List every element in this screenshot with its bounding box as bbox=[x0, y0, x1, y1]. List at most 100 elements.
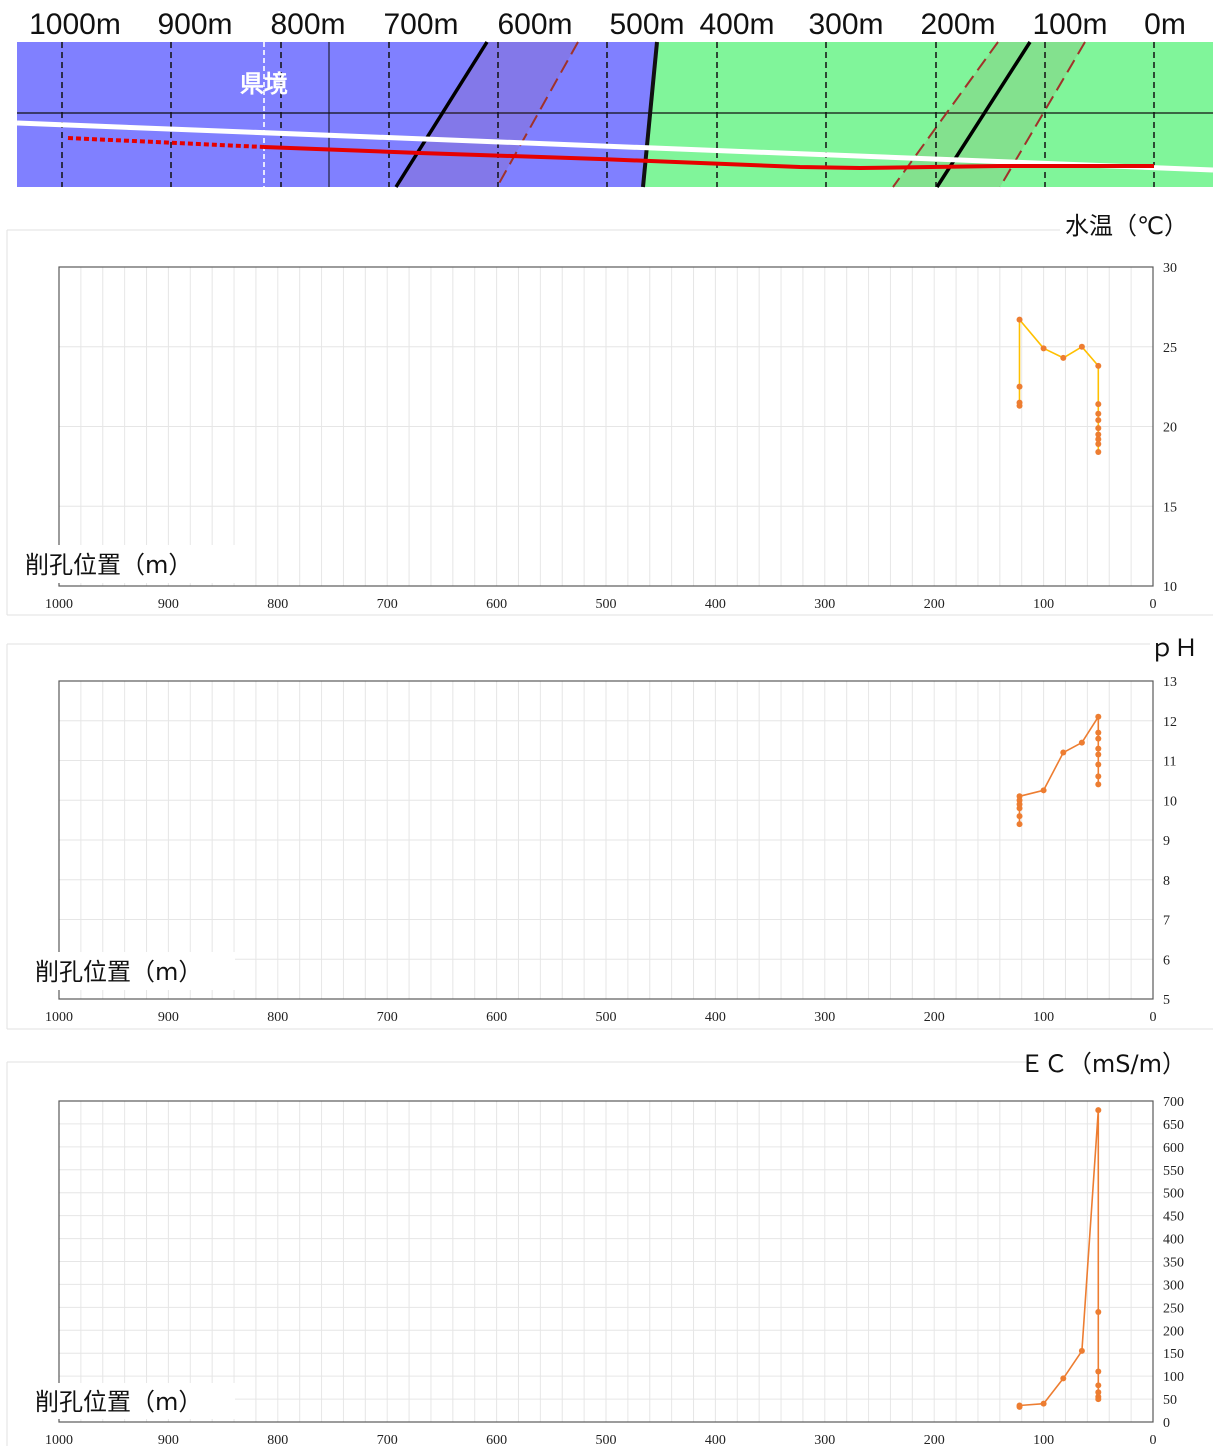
y-tick-label: 400 bbox=[1163, 1233, 1184, 1248]
data-point bbox=[1016, 316, 1023, 323]
x-tick-label: 600 bbox=[486, 1010, 507, 1025]
ec-plot: 1000 900 800 700 600 500 400 300 200 100 005010015… bbox=[45, 1095, 1184, 1446]
data-point bbox=[1095, 431, 1102, 438]
x-tick-label: 300 bbox=[814, 1433, 835, 1446]
ec-x-title: 削孔位置（m） bbox=[35, 1388, 202, 1416]
distance-labels: 1000m 900m 800m 700m 600m 500m 400m 300m 200m 100… bbox=[29, 8, 1186, 41]
data-point bbox=[1095, 1382, 1102, 1389]
y-tick-label: 13 bbox=[1163, 675, 1177, 690]
x-tick-label: 100 bbox=[1033, 597, 1054, 612]
data-point bbox=[1095, 751, 1102, 758]
tunnel-line bbox=[263, 145, 1154, 171]
distance-label: 0m bbox=[1144, 8, 1186, 41]
distance-label: 100m bbox=[1032, 8, 1107, 41]
y-tick-label: 7 bbox=[1163, 914, 1170, 929]
water-temp-plot: 1000 900 800 700 600 500 400 300 200 100 010152025… bbox=[45, 261, 1177, 612]
data-point bbox=[1095, 425, 1102, 432]
ground-line bbox=[16, 120, 1213, 173]
ph-x-title: 削孔位置（m） bbox=[35, 958, 202, 986]
distance-label: 200m bbox=[920, 8, 995, 41]
data-point bbox=[1095, 761, 1102, 768]
ph-plot: 1000 900 800 700 600 500 400 300 200 100 056789101… bbox=[45, 675, 1177, 1025]
x-tick-label: 600 bbox=[486, 1433, 507, 1446]
data-point bbox=[1060, 1375, 1067, 1382]
x-tick-label: 700 bbox=[377, 1010, 398, 1025]
x-tick-label: 0 bbox=[1150, 1433, 1157, 1446]
y-tick-label: 5 bbox=[1163, 993, 1170, 1008]
data-point bbox=[1040, 345, 1047, 352]
data-point bbox=[1040, 787, 1047, 794]
data-point bbox=[1095, 441, 1102, 448]
ph-chart: ｐＨ 1000 900 800 700 600 500 400 300 200 100 056789… bbox=[6, 634, 1213, 1030]
x-tick-label: 700 bbox=[377, 1433, 398, 1446]
y-tick-label: 250 bbox=[1163, 1301, 1184, 1316]
x-tick-label: 200 bbox=[924, 597, 945, 612]
x-tick-label: 800 bbox=[267, 1433, 288, 1446]
y-tick-label: 10 bbox=[1163, 794, 1177, 809]
y-tick-label: 8 bbox=[1163, 874, 1170, 889]
data-point bbox=[1095, 1308, 1102, 1315]
geologic-profile: 県境 1000m 900m 800m 700m 600m 500m 400m 300m 200m… bbox=[16, 8, 1213, 188]
fault-line-2 bbox=[935, 41, 1032, 188]
x-tick-label: 900 bbox=[158, 1433, 179, 1446]
data-point bbox=[1095, 449, 1102, 456]
data-point bbox=[1095, 417, 1102, 424]
y-tick-label: 25 bbox=[1163, 341, 1177, 356]
y-tick-label: 15 bbox=[1163, 500, 1177, 515]
x-tick-label: 500 bbox=[596, 597, 617, 612]
distance-markers bbox=[61, 42, 1155, 187]
data-point bbox=[1078, 739, 1085, 746]
data-point bbox=[1095, 781, 1102, 788]
data-point bbox=[1095, 729, 1102, 736]
data-point bbox=[1078, 1347, 1085, 1354]
x-tick-label: 200 bbox=[924, 1010, 945, 1025]
x-tick-label: 800 bbox=[267, 597, 288, 612]
data-point bbox=[1095, 1396, 1102, 1403]
ph-axis-title: ｐＨ bbox=[1150, 634, 1198, 662]
y-tick-label: 200 bbox=[1163, 1324, 1184, 1339]
x-tick-label: 1000 bbox=[45, 597, 73, 612]
x-tick-label: 1000 bbox=[45, 1010, 73, 1025]
distance-label: 900m bbox=[157, 8, 232, 41]
data-point bbox=[1095, 735, 1102, 742]
ec-chart: ＥＣ（mS/m） 1000 900 800 700 600 500 400 300 200 100… bbox=[6, 1050, 1186, 1446]
distance-label: 700m bbox=[383, 8, 458, 41]
data-point bbox=[1095, 1107, 1102, 1114]
y-tick-label: 30 bbox=[1163, 261, 1177, 276]
data-point bbox=[1095, 1389, 1102, 1396]
x-tick-label: 0 bbox=[1150, 597, 1157, 612]
zone-boundary-line bbox=[641, 41, 659, 188]
data-point bbox=[1078, 343, 1085, 350]
water-temp-x-title: 削孔位置（m） bbox=[25, 551, 192, 579]
y-tick-label: 0 bbox=[1163, 1416, 1170, 1431]
series-line bbox=[1018, 715, 1100, 825]
x-tick-label: 1000 bbox=[45, 1433, 73, 1446]
x-tick-label: 200 bbox=[924, 1433, 945, 1446]
x-tick-label: 800 bbox=[267, 1010, 288, 1025]
x-tick-label: 400 bbox=[705, 597, 726, 612]
y-tick-label: 9 bbox=[1163, 834, 1170, 849]
x-tick-label: 400 bbox=[705, 1433, 726, 1446]
distance-label: 800m bbox=[270, 8, 345, 41]
y-tick-label: 700 bbox=[1163, 1095, 1184, 1110]
y-tick-label: 300 bbox=[1163, 1278, 1184, 1293]
x-tick-label: 100 bbox=[1033, 1010, 1054, 1025]
data-point bbox=[1016, 383, 1023, 390]
series-line bbox=[1018, 1109, 1100, 1407]
data-point bbox=[1016, 821, 1023, 828]
distance-label: 500m bbox=[609, 8, 684, 41]
distance-label: 1000m bbox=[29, 8, 121, 41]
y-tick-label: 12 bbox=[1163, 715, 1177, 730]
ec-axis-title: ＥＣ（mS/m） bbox=[1020, 1050, 1186, 1078]
data-point bbox=[1095, 410, 1102, 417]
y-tick-label: 10 bbox=[1163, 580, 1177, 595]
data-point bbox=[1016, 1402, 1023, 1409]
y-tick-label: 100 bbox=[1163, 1370, 1184, 1385]
fault-line-1 bbox=[394, 41, 489, 188]
distance-label: 600m bbox=[497, 8, 572, 41]
x-tick-label: 900 bbox=[158, 1010, 179, 1025]
y-tick-label: 350 bbox=[1163, 1256, 1184, 1271]
water-temp-axis-title: 水温（℃） bbox=[1065, 212, 1188, 240]
plot-frame bbox=[58, 1100, 1154, 1423]
